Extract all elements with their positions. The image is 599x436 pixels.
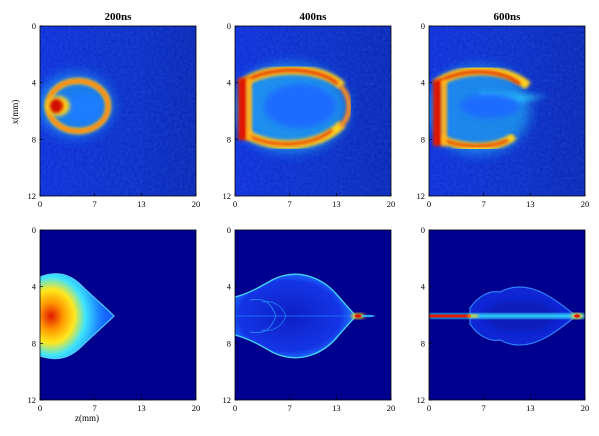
y-tick-label-exp-600ns-0: 0 — [421, 21, 425, 31]
x-tick-label-sim-600ns-3: 20 — [581, 403, 590, 413]
axis-frame-sim-200ns — [39, 229, 197, 401]
y-tick-label-sim-400ns-3: 12 — [223, 395, 232, 405]
x-tick-label-exp-600ns-0: 0 — [427, 199, 431, 209]
x-tick-label-sim-200ns-3: 20 — [192, 403, 201, 413]
heatmap-sim-400ns — [235, 230, 391, 400]
x-tick-label-sim-200ns-0: 0 — [38, 403, 42, 413]
x-tick-label-exp-200ns-1: 7 — [92, 199, 96, 209]
x-tick-label-exp-600ns-3: 20 — [581, 199, 590, 209]
x-tick-label-exp-600ns-1: 7 — [481, 199, 485, 209]
y-tick-label-exp-400ns-3: 12 — [223, 191, 232, 201]
y-tick-label-sim-200ns-0: 0 — [32, 225, 36, 235]
x-tick-label-exp-600ns-2: 13 — [526, 199, 535, 209]
column-title-400ns: 400ns — [300, 11, 328, 23]
x-tick-label-exp-200ns-2: 13 — [137, 199, 146, 209]
y-tick-label-exp-400ns-2: 8 — [227, 134, 231, 144]
y-tick-label-sim-400ns-2: 8 — [227, 338, 231, 348]
x-tick-label-sim-400ns-0: 0 — [233, 403, 237, 413]
x-tick-label-exp-400ns-1: 7 — [287, 199, 291, 209]
y-tick-label-sim-600ns-2: 8 — [421, 338, 425, 348]
axis-frame-exp-600ns — [428, 25, 586, 197]
axis-frame-exp-200ns — [39, 25, 197, 197]
y-tick-label-exp-200ns-0: 0 — [32, 21, 36, 31]
x-tick-label-exp-400ns-2: 13 — [332, 199, 341, 209]
y-tick-label-sim-200ns-2: 8 — [32, 338, 36, 348]
y-tick-label-sim-600ns-1: 4 — [421, 282, 426, 292]
x-tick-label-exp-400ns-0: 0 — [233, 199, 237, 209]
x-tick-label-sim-600ns-1: 7 — [481, 403, 485, 413]
y-tick-label-sim-400ns-0: 0 — [227, 225, 231, 235]
y-tick-label-exp-600ns-2: 8 — [421, 134, 425, 144]
y-tick-label-exp-200ns-2: 8 — [32, 134, 36, 144]
y-tick-label-exp-400ns-0: 0 — [227, 21, 231, 31]
column-title-600ns: 600ns — [494, 11, 522, 23]
y-tick-label-sim-600ns-3: 12 — [417, 395, 426, 405]
heatmap-sim-600ns — [429, 230, 585, 400]
y-tick-label-sim-200ns-3: 12 — [28, 395, 37, 405]
y-axis-label-top: x(mm) — [10, 100, 20, 125]
x-tick-label-sim-400ns-1: 7 — [287, 403, 291, 413]
x-tick-label-sim-600ns-2: 13 — [526, 403, 535, 413]
x-tick-label-sim-400ns-2: 13 — [332, 403, 341, 413]
axis-frame-exp-400ns — [234, 25, 392, 197]
x-tick-label-sim-400ns-3: 20 — [387, 403, 396, 413]
x-tick-label-exp-400ns-3: 20 — [387, 199, 396, 209]
y-tick-label-sim-400ns-1: 4 — [227, 282, 232, 292]
x-tick-label-sim-600ns-0: 0 — [427, 403, 431, 413]
axis-frame-sim-600ns — [428, 229, 586, 401]
y-tick-label-sim-200ns-1: 4 — [32, 282, 37, 292]
y-tick-label-sim-600ns-0: 0 — [421, 225, 425, 235]
heatmap-sim-200ns — [40, 230, 196, 400]
column-title-200ns: 200ns — [105, 11, 133, 23]
heatmap-exp-600ns — [429, 26, 585, 196]
y-tick-label-exp-400ns-1: 4 — [227, 78, 232, 88]
axis-frame-sim-400ns — [234, 229, 392, 401]
y-tick-label-exp-600ns-3: 12 — [417, 191, 426, 201]
x-tick-label-sim-200ns-1: 7 — [92, 403, 96, 413]
x-tick-label-exp-200ns-0: 0 — [38, 199, 42, 209]
y-tick-label-exp-200ns-1: 4 — [32, 78, 37, 88]
x-tick-label-sim-200ns-2: 13 — [137, 403, 146, 413]
x-axis-label-bottom: z(mm) — [75, 413, 99, 423]
heatmap-exp-200ns — [40, 26, 196, 196]
x-tick-label-exp-200ns-3: 20 — [192, 199, 201, 209]
y-tick-label-exp-600ns-1: 4 — [421, 78, 426, 88]
y-tick-label-exp-200ns-3: 12 — [28, 191, 37, 201]
heatmap-exp-400ns — [235, 26, 391, 196]
